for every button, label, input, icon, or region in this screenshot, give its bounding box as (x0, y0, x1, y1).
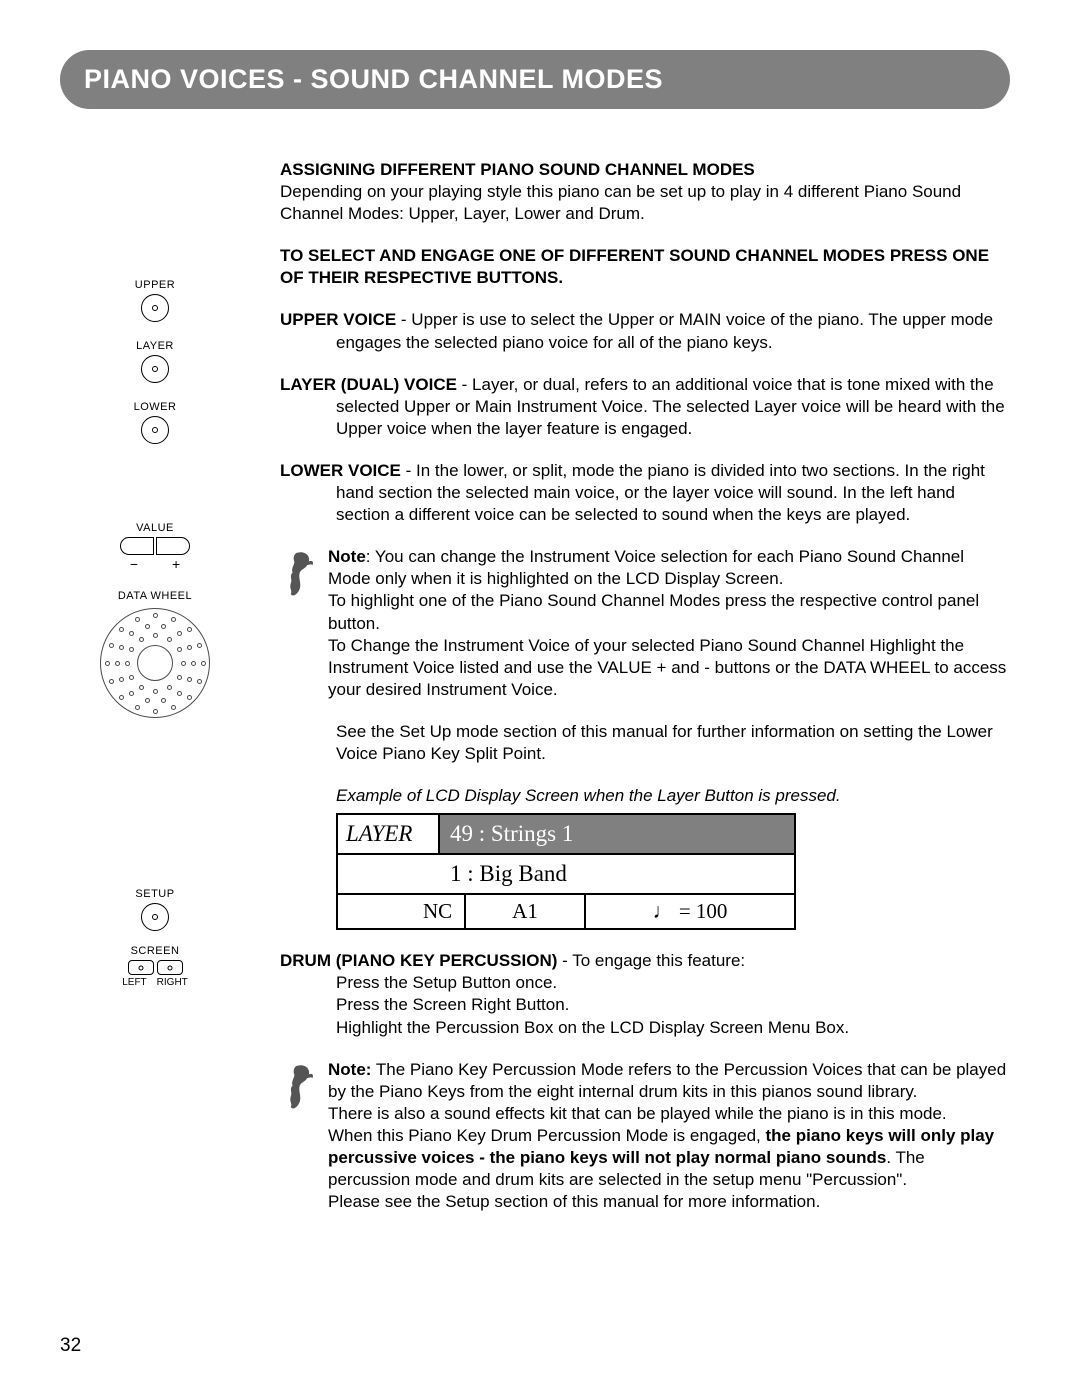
select-heading: TO SELECT AND ENGAGE ONE OF DIFFERENT SO… (280, 245, 1010, 289)
note2-p1: The Piano Key Percussion Mode refers to … (328, 1060, 1006, 1101)
layer-button-diagram: LAYER (136, 340, 174, 383)
lcd-cell-2: A1 (466, 895, 586, 928)
layer-button-icon (141, 355, 169, 383)
setup-label: SETUP (135, 888, 174, 900)
lower-button-diagram: LOWER (134, 401, 177, 444)
lcd-cell-3: ♩ = 100 (586, 895, 794, 928)
lower-voice-label: LOWER VOICE (280, 461, 401, 480)
lower-button-icon (141, 416, 169, 444)
lcd-display: LAYER 49 : Strings 1 1 : Big Band NC A1 … (336, 813, 796, 930)
drum-body: - To engage this feature: (557, 951, 745, 970)
lcd-mode: LAYER (338, 815, 440, 855)
controls-diagram-column: UPPER LAYER LOWER VALUE − + (60, 159, 250, 1213)
page-number: 32 (60, 1335, 81, 1357)
note2-p3a: When this Piano Key Drum Percussion Mode… (328, 1126, 766, 1145)
screen-label: SCREEN (122, 945, 188, 957)
assign-heading: ASSIGNING DIFFERENT PIANO SOUND CHANNEL … (280, 160, 755, 179)
plus-label: + (172, 556, 180, 572)
value-plus-icon (156, 537, 190, 555)
lcd-caption: Example of LCD Display Screen when the L… (280, 785, 1010, 807)
drum-step-3: Highlight the Percussion Box on the LCD … (280, 1017, 1010, 1039)
kokopelli-icon (280, 549, 316, 603)
note1-body: : You can change the Instrument Voice se… (328, 547, 964, 588)
upper-label: UPPER (135, 279, 175, 291)
kokopelli-icon (280, 1062, 316, 1116)
note1-p2: To highlight one of the Piano Sound Chan… (328, 591, 979, 632)
body-text-column: ASSIGNING DIFFERENT PIANO SOUND CHANNEL … (280, 159, 1010, 1213)
setup-button-diagram: SETUP (135, 888, 174, 931)
lower-label: LOWER (134, 401, 177, 413)
screen-buttons-diagram: SCREEN LEFT RIGHT (122, 945, 188, 988)
section-title: PIANO VOICES - SOUND CHANNEL MODES (84, 64, 986, 95)
upper-button-diagram: UPPER (135, 279, 175, 322)
lcd-voice1: 49 : Strings 1 (440, 815, 794, 855)
upper-voice-label: UPPER VOICE (280, 310, 396, 329)
lcd-cell-1: NC (338, 895, 466, 928)
section-header: PIANO VOICES - SOUND CHANNEL MODES (60, 50, 1010, 109)
right-label: RIGHT (157, 977, 188, 988)
minus-label: − (130, 556, 138, 572)
note2-p2: There is also a sound effects kit that c… (328, 1104, 947, 1123)
note1-p3: To Change the Instrument Voice of your s… (328, 636, 1006, 699)
value-label: VALUE (120, 522, 190, 534)
layer-voice-label: LAYER (DUAL) VOICE (280, 375, 457, 394)
left-label: LEFT (122, 977, 146, 988)
value-buttons-diagram: VALUE − + (120, 522, 190, 572)
drum-label: DRUM (PIANO KEY PERCUSSION) (280, 951, 557, 970)
screen-right-icon (157, 960, 183, 975)
lower-voice-body: - In the lower, or split, mode the piano… (336, 461, 985, 524)
setup-button-icon (141, 903, 169, 931)
note1-label: Note (328, 547, 366, 566)
lcd-voice2: 1 : Big Band (338, 855, 794, 895)
screen-left-icon (128, 960, 154, 975)
setup-reference: See the Set Up mode section of this manu… (280, 721, 1010, 765)
drum-step-2: Press the Screen Right Button. (280, 994, 1010, 1016)
datawheel-label: DATA WHEEL (118, 590, 192, 602)
assign-body: Depending on your playing style this pia… (280, 182, 961, 223)
datawheel-icon (100, 608, 210, 718)
upper-voice-body: - Upper is use to select the Upper or MA… (336, 310, 993, 351)
note2-label: Note: (328, 1060, 371, 1079)
note2-p4: Please see the Setup section of this man… (328, 1192, 820, 1211)
drum-step-1: Press the Setup Button once. (280, 972, 1010, 994)
layer-label: LAYER (136, 340, 174, 352)
value-minus-icon (120, 537, 154, 555)
upper-button-icon (141, 294, 169, 322)
